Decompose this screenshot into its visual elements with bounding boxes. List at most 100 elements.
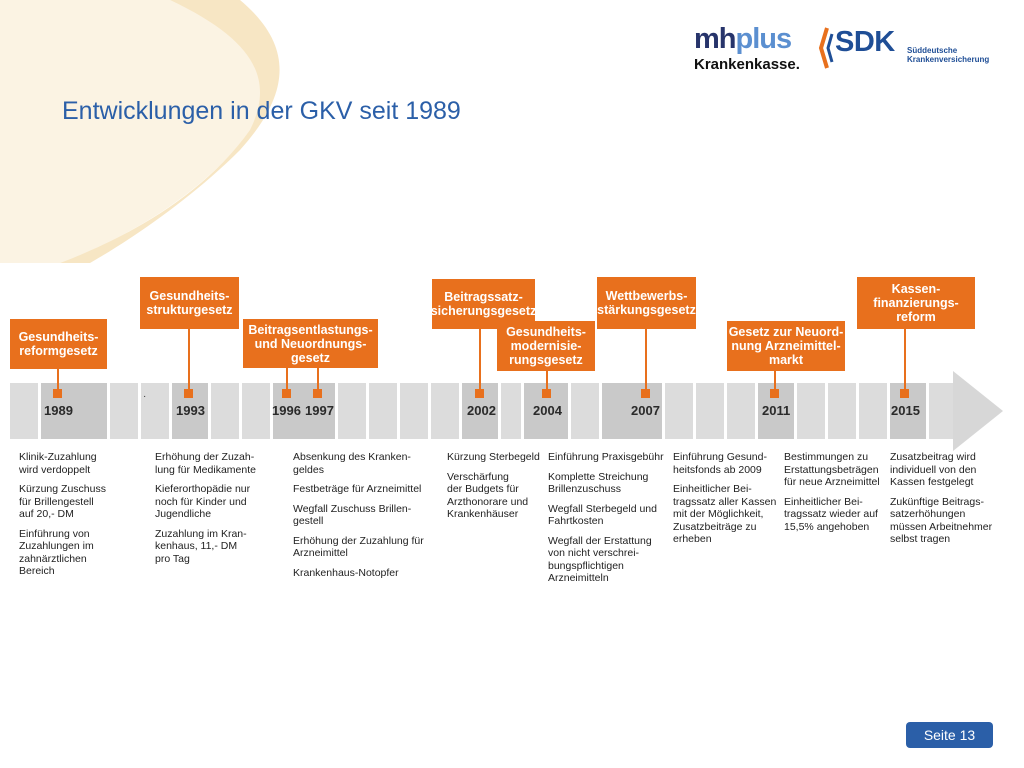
note-item: Zukünftige Beitrags- satzerhöhungen müss… bbox=[890, 495, 993, 546]
notes-2004: Einführung Praxisgebühr Komplette Streic… bbox=[548, 451, 668, 592]
note-item: Klinik-Zuzahlung wird verdoppelt bbox=[19, 451, 97, 476]
note-item: Erhöhung der Zuzahlung für Arzneimittel bbox=[293, 534, 424, 560]
marker-1993 bbox=[184, 389, 193, 398]
stem-1989 bbox=[57, 369, 59, 391]
stem-2007 bbox=[645, 329, 647, 391]
notes-2011: Bestimmungen zu Erstattungsbeträgen für … bbox=[784, 451, 894, 540]
note-item: Zusatzbeitrag wird individuell von den K… bbox=[890, 451, 977, 488]
note-item: Kürzung Sterbegeld bbox=[447, 451, 540, 463]
year-label-2011: 2011 bbox=[762, 403, 791, 418]
timeline-segment bbox=[211, 383, 239, 439]
law-box-beitragsentlastungsgesetz: Beitragsentlastungs- und Neuordnungs- ge… bbox=[243, 319, 378, 368]
stray-dot: · bbox=[143, 391, 147, 402]
notes-2007: Einführung Gesund- heitsfonds ab 2009 Ei… bbox=[673, 451, 783, 553]
timeline-segment bbox=[828, 383, 856, 439]
year-label-1996: 1996 bbox=[272, 403, 301, 418]
marker-1996 bbox=[282, 389, 291, 398]
timeline-arrow-icon bbox=[953, 371, 1003, 451]
stem-1996 bbox=[286, 368, 288, 391]
marker-2015 bbox=[900, 389, 909, 398]
notes-1993: Erhöhung der Zuzah- lung für Medikamente… bbox=[155, 451, 285, 572]
mhplus-logo: mhplus Krankenkasse. bbox=[694, 24, 800, 73]
sdk-bracket-icon bbox=[818, 27, 834, 69]
notes-1996: Absenkung des Kranken- geldes Festbeträg… bbox=[293, 451, 443, 586]
timeline-diagram: 1989 1993 1996 1997 2002 2004 2007 2011 … bbox=[7, 263, 1007, 618]
law-box-gesundheitsstrukturgesetz: Gesundheits- strukturgesetz bbox=[140, 277, 239, 329]
stem-2002 bbox=[479, 329, 481, 391]
notes-2015: Zusatzbeitrag wird individuell von den K… bbox=[890, 451, 1000, 553]
note-item: Festbeträge für Arzneimittel bbox=[293, 483, 422, 495]
mhplus-logo-subtitle: Krankenkasse. bbox=[694, 56, 800, 73]
year-label-2004: 2004 bbox=[533, 403, 562, 418]
law-box-wettbewerbsstaerkungsgesetz: Wettbewerbs- stärkungsgesetz bbox=[597, 277, 696, 329]
timeline-segment bbox=[10, 383, 38, 439]
timeline-segment bbox=[665, 383, 693, 439]
note-item: Einführung Gesund- heitsfonds ab 2009 bbox=[673, 451, 767, 476]
note-item: Kürzung Zuschuss für Brillengestell auf … bbox=[19, 483, 106, 520]
note-item: Krankenhaus-Notopfer bbox=[293, 566, 399, 579]
sdk-logo-text: SDK bbox=[835, 26, 895, 58]
law-box-gesundheitsmodernisierungsgesetz: Gesundheits- modernisie- rungsgesetz bbox=[497, 321, 595, 371]
marker-2007 bbox=[641, 389, 650, 398]
note-item: Erhöhung der Zuzah- lung für Medikamente bbox=[155, 451, 256, 476]
sdk-logo: SDK Süddeutsche Krankenversicherung bbox=[815, 24, 995, 72]
note-item: Wegfall Sterbegeld und Fahrtkosten bbox=[548, 502, 657, 528]
note-item: Kieferorthopädie nur noch für Kinder und… bbox=[155, 483, 251, 520]
page-title: Entwicklungen in der GKV seit 1989 bbox=[62, 97, 461, 125]
marker-2004 bbox=[542, 389, 551, 398]
timeline-segment bbox=[797, 383, 825, 439]
timeline-segment bbox=[929, 383, 953, 439]
timeline-segment bbox=[501, 383, 521, 439]
year-label-1997: 1997 bbox=[305, 403, 334, 418]
timeline-segment bbox=[141, 383, 169, 439]
timeline-segment bbox=[110, 383, 138, 439]
notes-2002: Kürzung Sterbegeld Verschärfung der Budg… bbox=[447, 451, 547, 528]
timeline-segment bbox=[431, 383, 459, 439]
law-box-arzneimittelmarkt: Gesetz zur Neuord- nung Arzneimittel- ma… bbox=[727, 321, 845, 371]
timeline-segment bbox=[571, 383, 599, 439]
stem-1993 bbox=[188, 329, 190, 391]
timeline-segment bbox=[696, 383, 724, 439]
year-label-1993: 1993 bbox=[176, 403, 205, 418]
year-label-2007: 2007 bbox=[631, 403, 660, 418]
note-item: Wegfall Zuschuss Brillen- gestell bbox=[293, 502, 412, 528]
note-item: Wegfall der Erstattung von nicht verschr… bbox=[548, 534, 652, 585]
sdk-logo-subtitle: Süddeutsche Krankenversicherung bbox=[907, 46, 990, 64]
marker-1989 bbox=[53, 389, 62, 398]
law-box-kassenfinanzierungsreform: Kassen- finanzierungs- reform bbox=[857, 277, 975, 329]
mhplus-logo-plus: plus bbox=[735, 23, 793, 55]
mhplus-logo-mh: mh bbox=[694, 23, 736, 55]
timeline-segment bbox=[400, 383, 428, 439]
note-item: Komplette Streichung Brillenzuschuss bbox=[548, 470, 649, 496]
timeline-segment bbox=[602, 383, 662, 439]
note-item: Einführung von Zuzahlungen im zahnärztli… bbox=[19, 527, 94, 578]
law-box-gesundheitsreformgesetz: Gesundheits- reformgesetz bbox=[10, 319, 107, 369]
notes-1989: Klinik-Zuzahlung wird verdoppelt Kürzung… bbox=[19, 451, 144, 585]
timeline-segment bbox=[727, 383, 755, 439]
stem-1997 bbox=[317, 368, 319, 391]
note-item: Einheitlicher Bei- tragssatz wieder auf … bbox=[784, 495, 878, 533]
stem-2004 bbox=[546, 371, 548, 391]
marker-2002 bbox=[475, 389, 484, 398]
note-item: Zuzahlung im Kran- kenhaus, 11,- DM pro … bbox=[155, 527, 247, 565]
stem-2015 bbox=[904, 329, 906, 391]
year-label-2002: 2002 bbox=[467, 403, 496, 418]
year-label-1989: 1989 bbox=[44, 403, 73, 418]
law-box-beitragssatzsicherungsgesetz: Beitragssatz- sicherungsgesetz bbox=[431, 279, 536, 329]
note-item: Verschärfung der Budgets für Arzthonorar… bbox=[447, 470, 529, 521]
timeline-segment bbox=[369, 383, 397, 439]
timeline-segment bbox=[338, 383, 366, 439]
timeline-segment bbox=[242, 383, 270, 439]
timeline-segment bbox=[859, 383, 887, 439]
timeline-segment bbox=[41, 383, 107, 439]
note-item: Absenkung des Kranken- geldes bbox=[293, 451, 411, 476]
stem-2011 bbox=[774, 371, 776, 391]
marker-1997 bbox=[313, 389, 322, 398]
page-number-badge: Seite 13 bbox=[906, 722, 993, 748]
year-label-2015: 2015 bbox=[891, 403, 920, 418]
note-item: Einheitlicher Bei- tragssatz aller Kasse… bbox=[673, 483, 777, 545]
note-item: Bestimmungen zu Erstattungsbeträgen für … bbox=[784, 451, 880, 488]
note-item: Einführung Praxisgebühr bbox=[548, 451, 664, 463]
marker-2011 bbox=[770, 389, 779, 398]
